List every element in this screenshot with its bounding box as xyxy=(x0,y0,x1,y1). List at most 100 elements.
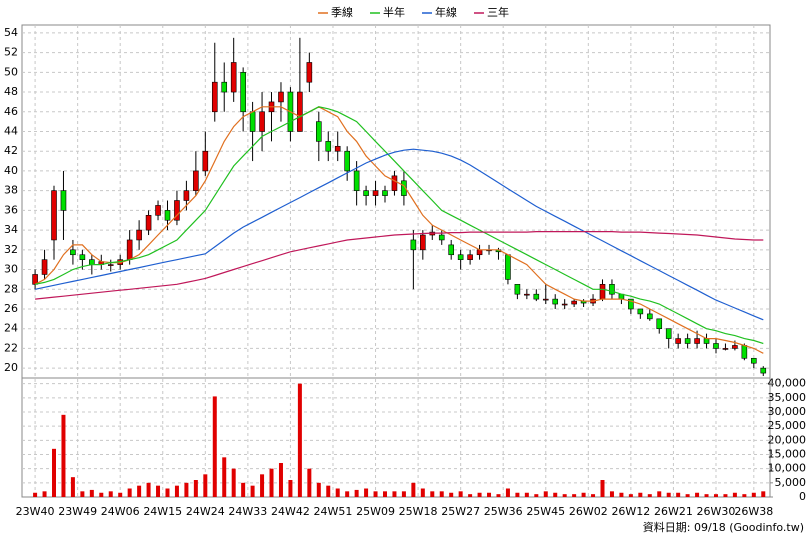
volume-bar xyxy=(118,492,123,497)
candle-body xyxy=(467,254,473,260)
x-tick-label: 25W27 xyxy=(441,505,480,518)
candle-body xyxy=(713,343,719,349)
volume-bar xyxy=(505,488,510,497)
candle-body xyxy=(155,205,161,216)
candle-body xyxy=(32,274,38,285)
volume-bar xyxy=(562,494,567,497)
y-tick-label: 34 xyxy=(4,223,18,236)
candle-body xyxy=(751,357,757,364)
x-tick-label: 24W33 xyxy=(228,505,267,518)
volume-bar xyxy=(231,468,236,497)
volume-bar xyxy=(382,491,387,497)
volume-bar xyxy=(430,491,435,497)
y-tick-label: 20 xyxy=(4,361,18,374)
volume-bar xyxy=(288,480,293,497)
y-tick-label: 46 xyxy=(4,105,18,118)
volume-bar xyxy=(127,488,132,497)
candle-body xyxy=(694,338,700,344)
candle-body xyxy=(89,259,95,265)
candle-body xyxy=(382,190,388,196)
volume-bar xyxy=(732,492,737,497)
legend-label: 三年 xyxy=(487,5,509,19)
volume-tick-label: 10,000 xyxy=(768,462,807,475)
candle-body xyxy=(334,145,341,152)
x-tick-label: 26W30 xyxy=(697,505,736,518)
volume-bar xyxy=(364,488,369,497)
y-tick-label: 54 xyxy=(4,26,18,39)
volume-bar xyxy=(609,491,614,497)
volume-bar xyxy=(487,492,492,497)
candle-body xyxy=(193,170,199,191)
volume-bar xyxy=(676,492,681,497)
candle-body xyxy=(259,111,265,132)
y-tick-label: 38 xyxy=(4,184,18,197)
candle-body xyxy=(410,239,417,251)
x-tick-label: 25W45 xyxy=(526,505,565,518)
x-tick-label: 26W21 xyxy=(654,505,693,518)
volume-bar xyxy=(316,482,321,497)
candle-body xyxy=(438,234,445,241)
volume-bar xyxy=(212,396,217,497)
candle-body xyxy=(306,62,313,83)
y-tick-label: 22 xyxy=(4,341,18,354)
candle-body xyxy=(722,348,729,350)
x-tick-label: 23W49 xyxy=(58,505,97,518)
volume-bar xyxy=(80,491,85,497)
volume-bar xyxy=(146,482,151,497)
y-tick-label: 42 xyxy=(4,144,18,157)
volume-bar xyxy=(222,457,227,497)
candle-body xyxy=(183,190,190,201)
legend-label: 半年 xyxy=(383,5,405,19)
volume-bar xyxy=(439,491,444,497)
candle-body xyxy=(70,249,76,256)
y-tick-label: 50 xyxy=(4,65,18,78)
y-tick-label: 26 xyxy=(4,302,18,315)
y-tick-label: 28 xyxy=(4,282,18,295)
candle-body xyxy=(741,345,748,359)
x-tick-label: 24W24 xyxy=(186,505,225,518)
volume-bar xyxy=(269,468,274,497)
volume-bar xyxy=(99,492,104,497)
volume-bar xyxy=(591,494,596,497)
volume-bar xyxy=(572,494,577,497)
x-tick-label: 24W51 xyxy=(314,505,353,518)
volume-bar xyxy=(524,492,529,497)
candle-body xyxy=(363,190,369,196)
volume-tick-label: 5,000 xyxy=(775,476,807,489)
candle-body xyxy=(278,91,284,103)
volume-bar xyxy=(723,494,728,497)
candle-body xyxy=(174,200,180,221)
candle-body xyxy=(675,338,681,344)
candle-body xyxy=(552,298,559,305)
candle-body xyxy=(420,234,426,251)
volume-bar xyxy=(401,491,406,497)
candle-body xyxy=(476,249,483,256)
y-tick-label: 30 xyxy=(4,263,18,276)
candle-body xyxy=(51,190,57,241)
volume-bar xyxy=(581,492,586,497)
x-tick-label: 25W36 xyxy=(484,505,523,518)
candle-body xyxy=(448,244,454,256)
candle-body xyxy=(136,229,142,241)
volume-bar xyxy=(61,414,66,497)
candle-body xyxy=(240,72,246,113)
candle-body xyxy=(665,328,672,339)
volume-tick-label: 30,000 xyxy=(768,405,807,418)
volume-bar xyxy=(193,480,198,497)
volume-bar xyxy=(761,491,766,497)
volume-bar xyxy=(70,477,75,497)
volume-bar xyxy=(42,491,47,497)
volume-bar xyxy=(174,485,179,497)
volume-tick-label: 20,000 xyxy=(768,433,807,446)
candle-body xyxy=(60,190,67,211)
volume-tick-label: 0 xyxy=(799,490,806,503)
volume-bar xyxy=(628,494,633,497)
y-tick-label: 48 xyxy=(4,85,18,98)
candle-body xyxy=(249,111,256,132)
candle-body xyxy=(703,338,710,344)
candle-body xyxy=(599,284,606,300)
volume-bar xyxy=(458,491,463,497)
candle-body xyxy=(211,81,218,113)
candle-body xyxy=(760,367,767,374)
